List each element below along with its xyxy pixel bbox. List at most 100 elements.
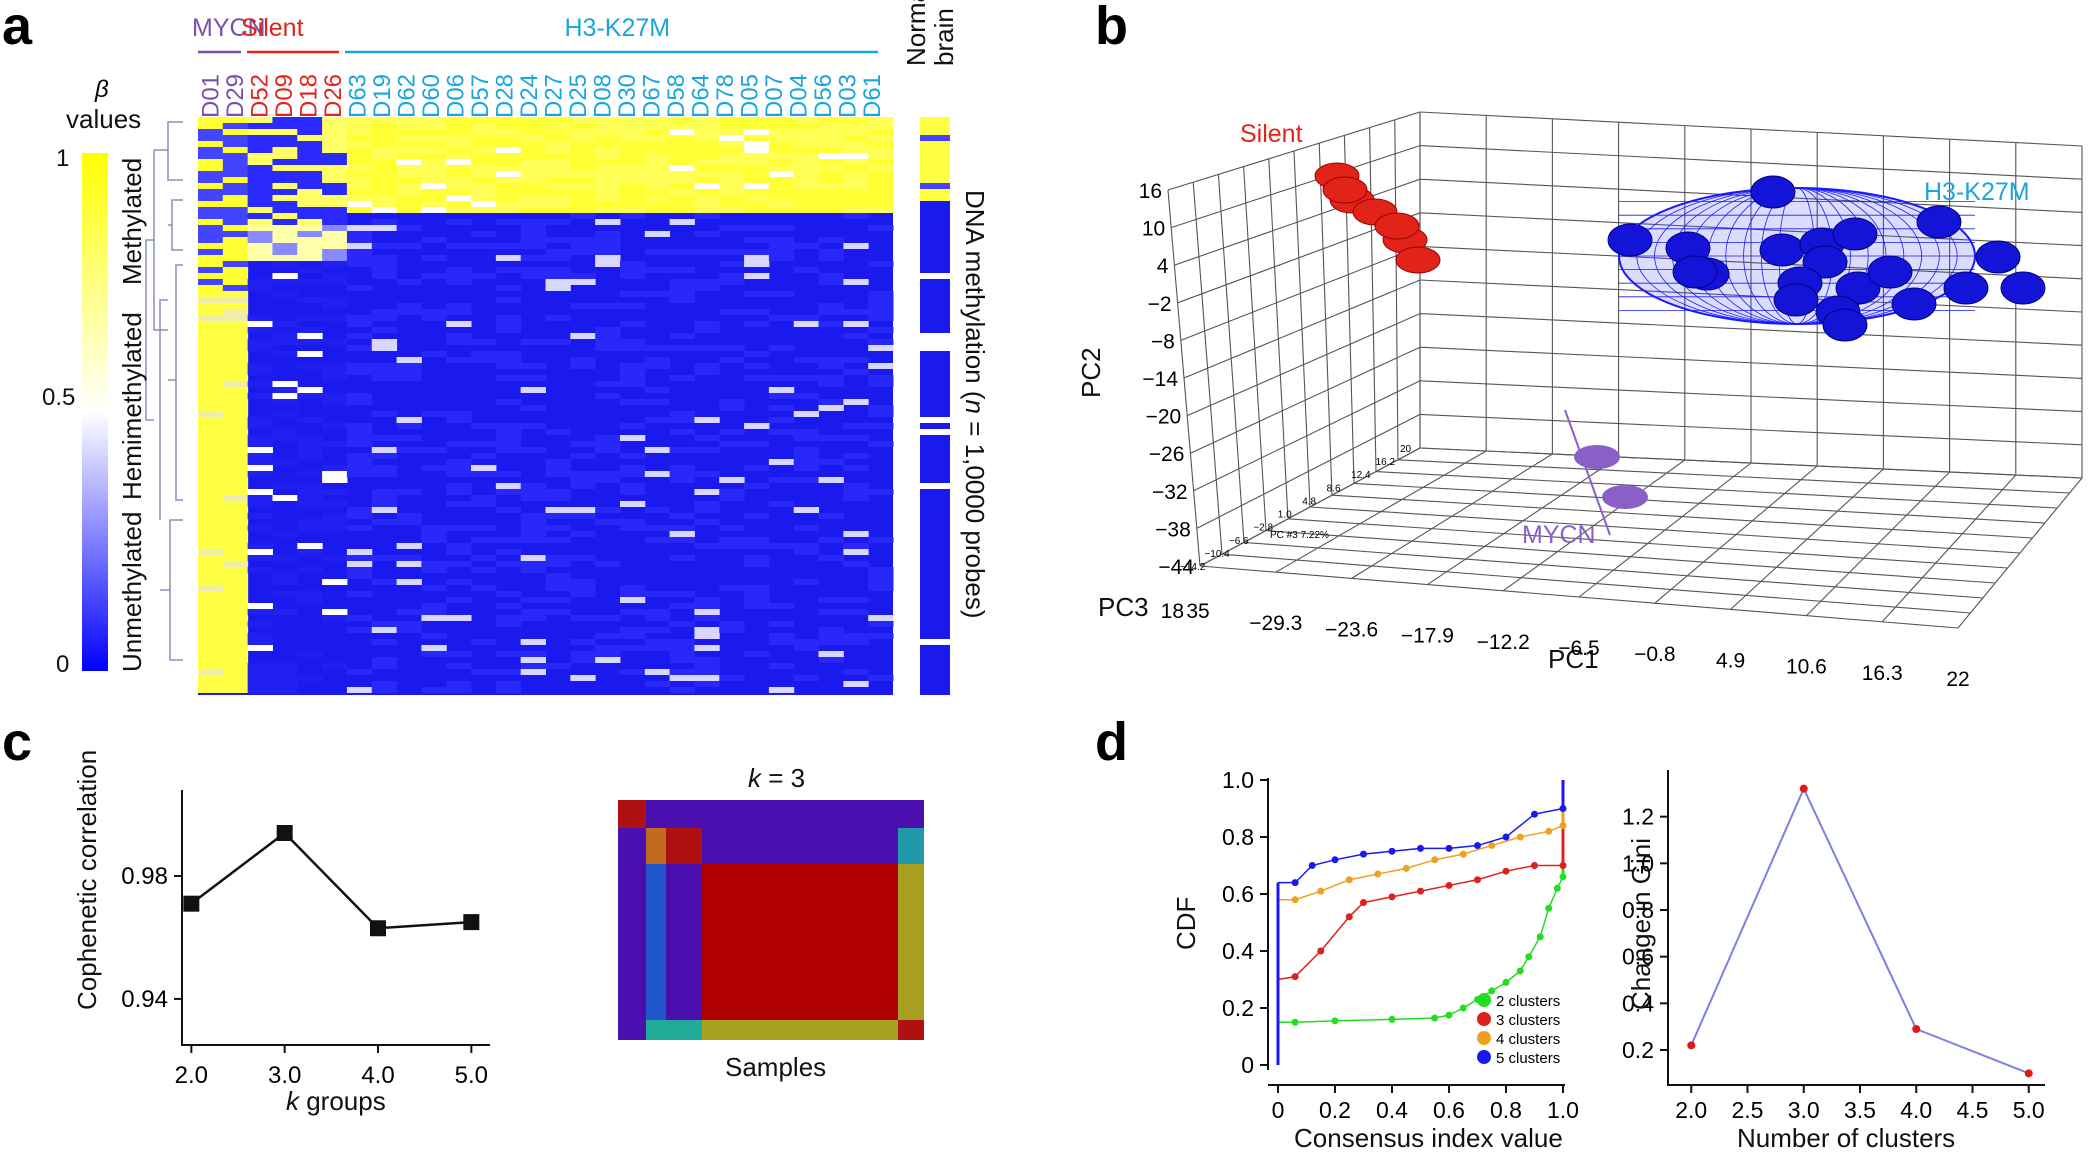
gini-line	[1690, 786, 2030, 1075]
heatmap-cell	[545, 285, 571, 291]
heatmap-cell	[446, 459, 472, 465]
heatmap-cell	[198, 351, 224, 357]
heatmap-cell	[222, 243, 249, 249]
heatmap-cell	[669, 603, 695, 609]
heatmap-cell	[669, 207, 695, 213]
heatmap-cell	[396, 609, 422, 615]
heatmap-cell	[346, 561, 373, 567]
heatmap-cell	[719, 675, 745, 681]
heatmap-cell	[545, 459, 571, 465]
heatmap-cell	[669, 117, 695, 123]
heatmap-cell	[495, 537, 522, 543]
heatmap-cell	[595, 153, 621, 159]
heatmap-cell	[619, 645, 646, 651]
heatmap-cell	[694, 321, 720, 327]
silent-point	[1322, 176, 1368, 204]
heatmap-cell	[222, 327, 249, 333]
heatmap-cell	[669, 513, 695, 519]
heatmap-cell	[222, 393, 249, 399]
heatmap-cell	[471, 195, 497, 201]
heatmap-cell	[818, 183, 844, 189]
heatmap-cell	[247, 447, 273, 453]
heatmap-cell	[371, 369, 398, 375]
heatmap-cell	[247, 339, 273, 345]
heatmap-cell	[371, 171, 398, 177]
heatmap-cell	[297, 297, 323, 303]
heatmap-cell	[595, 345, 621, 351]
heatmap-cell	[719, 201, 745, 207]
heatmap-cell	[198, 603, 224, 609]
h3-point	[1750, 175, 1796, 209]
cdf-point	[1445, 1011, 1453, 1019]
heatmap-cell	[570, 657, 596, 663]
values-label: values	[66, 104, 141, 134]
heatmap-cell	[843, 141, 869, 147]
heatmap-cell	[247, 567, 273, 573]
heatmap-cell	[644, 537, 671, 543]
pc3-inner-label: PC #3 7.22%	[1270, 530, 1329, 541]
heatmap-cell	[669, 291, 695, 297]
heatmap-cell	[843, 207, 869, 213]
normal-column-cell	[920, 339, 950, 345]
heatmap-cell	[371, 339, 398, 345]
heatmap-cell	[272, 249, 298, 255]
mycn-cluster	[1564, 409, 1648, 536]
heatmap-cell	[322, 465, 348, 471]
heatmap-cell	[198, 291, 224, 297]
heatmap-cell	[669, 429, 695, 435]
heatmap-cell	[247, 207, 273, 213]
heatmap-cell	[495, 435, 522, 441]
pc3-tick: 16.2	[1376, 457, 1396, 468]
heatmap-cell	[198, 669, 224, 675]
cdf-ytick-label: 0.4	[1222, 938, 1254, 964]
cdf-point	[1445, 844, 1453, 852]
heatmap-cell	[818, 627, 844, 633]
heatmap-cell	[471, 471, 497, 477]
heatmap-cell	[495, 153, 522, 159]
heatmap-cell	[694, 489, 720, 495]
sample-label: D28	[491, 74, 518, 118]
heatmap-cell	[595, 381, 621, 387]
heatmap-cell	[371, 555, 398, 561]
heatmap-cell	[669, 297, 695, 303]
heatmap-cell	[495, 615, 522, 621]
legend-swatch	[1477, 1031, 1491, 1045]
heatmap-cell	[247, 687, 273, 693]
heatmap-cell	[545, 495, 571, 501]
heatmap-cell	[619, 261, 646, 267]
heatmap-cell	[719, 207, 745, 213]
heatmap-cell	[371, 501, 398, 507]
heatmap-cell	[570, 237, 596, 243]
heatmap-cell	[644, 231, 671, 237]
sample-label: D01	[197, 74, 224, 118]
heatmap-cell	[396, 363, 422, 369]
heatmap-cell	[446, 153, 472, 159]
heatmap-cell	[818, 513, 844, 519]
grid-line	[1419, 346, 2083, 379]
cdf-point	[1291, 973, 1299, 981]
heatmap-cell	[198, 531, 224, 537]
heatmap-cell	[421, 141, 447, 147]
heatmap-cell	[595, 165, 621, 171]
heatmap-cell	[744, 465, 770, 471]
heatmap-cell	[619, 207, 646, 213]
heatmap-cell	[198, 675, 224, 681]
heatmap-cell	[595, 303, 621, 309]
grid-line	[1881, 474, 2017, 623]
sample-label: D30	[614, 74, 641, 118]
heatmap-cell	[222, 531, 249, 537]
heatmap-cell	[396, 555, 422, 561]
heatmap-cell	[818, 555, 844, 561]
heatmap-cell	[322, 471, 348, 477]
heatmap-cell	[371, 489, 398, 495]
heatmap-cell	[520, 537, 546, 543]
normal-column-cell	[920, 129, 950, 135]
heatmap-cell	[322, 489, 348, 495]
heatmap-cell	[545, 117, 571, 123]
group-label-2: H3-K27M	[565, 14, 671, 42]
heatmap-cell	[644, 171, 671, 177]
heatmap-cell	[198, 177, 224, 183]
heatmap-cell	[247, 195, 273, 201]
